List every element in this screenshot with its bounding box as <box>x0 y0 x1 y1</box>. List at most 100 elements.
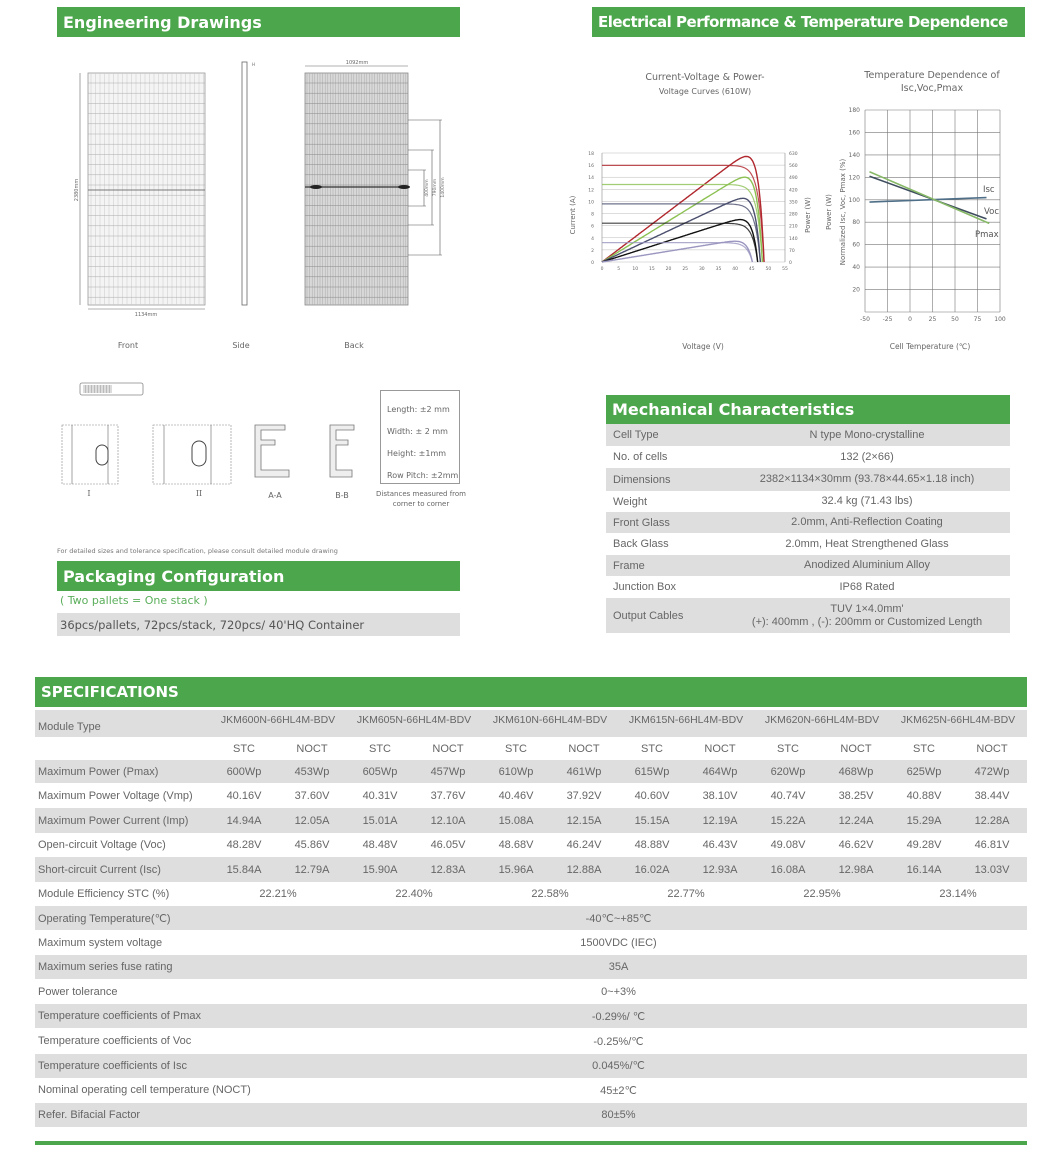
spec-value: 45±2℃ <box>600 1084 637 1097</box>
iv-x-tick-label: 10 <box>632 266 638 272</box>
mechanical-row-value-line: 32.4 kg (71.43 lbs) <box>821 495 913 507</box>
spec-value: 12.15A <box>566 814 602 827</box>
side-panel-drawing <box>241 61 248 306</box>
front-panel-drawing <box>87 72 206 306</box>
pv-curve <box>601 197 762 263</box>
mechanical-row-value-line: IP68 Rated <box>839 580 895 593</box>
spec-value: 12.24A <box>838 814 874 827</box>
mechanical-row: Cell Type N type Mono-crystalline <box>606 424 1010 446</box>
iv-y2-tick-label: 560 <box>789 163 798 169</box>
condition-noct: NOCT <box>568 742 600 755</box>
section-aa-caption: A-A <box>268 491 282 500</box>
frame-section-aa <box>254 424 290 478</box>
iv-x-tick-label: 20 <box>666 266 672 272</box>
spec-row: Open-circuit Voltage (Voc) 48.28V 45.86V 48… <box>35 833 1027 857</box>
spec-value: 38.10V <box>702 789 738 802</box>
spec-value: 453Wp <box>294 765 330 778</box>
mechanical-row-label: Output Cables <box>613 609 684 622</box>
iv-y2-tick-label: 490 <box>789 175 798 181</box>
efficiency-value: 22.95% <box>803 888 841 900</box>
temp-x-tick-label: -50 <box>860 316 870 323</box>
spec-value: 457Wp <box>430 765 466 778</box>
spec-value: 40.16V <box>226 789 262 802</box>
efficiency-row: Module Efficiency STC (%) 22.21% 22.40% 22.… <box>35 882 1027 906</box>
spec-value: 45.86V <box>294 839 330 851</box>
spec-value: 12.98A <box>838 863 874 876</box>
mechanical-row-value-line: (+): 400mm , (-): 200mm or Customized Le… <box>751 615 983 628</box>
mechanical-row-label: Front Glass <box>613 516 670 529</box>
spec-value: 605Wp <box>362 765 398 778</box>
spec-value: 48.68V <box>498 839 534 851</box>
spec-value: 0.045%/℃ <box>592 1060 645 1073</box>
spec-value: 625Wp <box>906 765 942 778</box>
mount-dimension-label: 1400mm <box>440 177 446 197</box>
iv-curve <box>602 203 761 263</box>
spec-value: 615Wp <box>634 765 670 778</box>
model-name: JKM605N-66HL4M-BDV <box>356 714 472 726</box>
spec-row: Maximum Power Current (Imp) 14.94A 12.05A 1… <box>35 808 1027 833</box>
spec-row: Temperature coefficients of Voc -0.25%/℃ <box>35 1029 1027 1053</box>
spec-row: Power tolerance 0~+3% <box>35 980 1027 1004</box>
temp-y-tick-label: 120 <box>849 174 861 181</box>
mounting-hole-i <box>95 444 109 466</box>
temp-y-tick-label: 80 <box>852 219 860 226</box>
temp-y-tick-label: 40 <box>852 264 860 271</box>
condition-stc: STC <box>369 742 391 755</box>
temp-series-label-voc: Voc <box>984 207 999 217</box>
spec-value: 46.05V <box>430 839 466 851</box>
side-view-caption: Side <box>232 341 250 350</box>
temp-x-tick-label: -25 <box>883 316 893 323</box>
spec-value: 12.19A <box>702 814 738 827</box>
model-name: JKM625N-66HL4M-BDV <box>900 714 1016 726</box>
spec-value: 15.15A <box>634 814 670 827</box>
spec-value: 464Wp <box>702 765 738 778</box>
spec-row-label: Temperature coefficients of Pmax <box>38 1010 202 1023</box>
spec-value: -0.29%/ ℃ <box>591 1010 646 1023</box>
iv-y2-tick-label: 210 <box>789 224 798 230</box>
spec-value: 472Wp <box>974 765 1010 778</box>
spec-value: 49.28V <box>906 839 942 851</box>
spec-row-label: Refer. Bifacial Factor <box>38 1108 141 1121</box>
iv-x-tick-label: 35 <box>716 266 722 272</box>
mount-dimension-label: 400mm <box>424 179 430 196</box>
drawing-footnote: For detailed sizes and tolerance specifi… <box>57 547 338 555</box>
iv-y-tick-label: 10 <box>588 199 594 205</box>
spec-row-label: Maximum Power Current (Imp) <box>38 814 189 827</box>
electrical-performance-header: Electrical Performance & Temperature Dep… <box>592 7 1025 37</box>
module-type-label: Module Type <box>38 720 101 733</box>
spec-row-label: Maximum system voltage <box>38 936 163 949</box>
mechanical-row: Back Glass 2.0mm, Heat Strengthened Glass <box>606 533 1010 555</box>
efficiency-value: 22.40% <box>395 888 433 900</box>
temp-x-tick-label: 50 <box>951 316 959 323</box>
front-width-dimension-label: 1134mm <box>135 312 158 318</box>
module-type-row: Module Type JKM600N-66HL4M-BDV JKM605N-66H… <box>35 710 1027 737</box>
efficiency-label: Module Efficiency STC (%) <box>38 888 170 900</box>
iv-y2-axis-label: Power (W) <box>804 197 812 233</box>
iv-y-tick-label: 6 <box>591 224 594 230</box>
condition-row: STC NOCT STC NOCT STC NOCT STC NOCT STC NOCT STC NO… <box>35 737 1027 760</box>
mechanical-row-value: IP68 Rated <box>724 581 1010 594</box>
spec-value: 12.88A <box>566 863 602 876</box>
spec-row-label: Short-circuit Current (Isc) <box>38 863 161 876</box>
spec-value: 40.31V <box>362 789 398 802</box>
spec-row-label: Power tolerance <box>38 985 118 998</box>
iv-y-tick-label: 18 <box>588 151 594 157</box>
mechanical-header: Mechanical Characteristics <box>606 395 1010 424</box>
temp-y-tick-label: 140 <box>849 152 861 159</box>
iv-curve <box>602 222 759 263</box>
mechanical-row-label: Junction Box <box>613 581 676 593</box>
condition-stc: STC <box>913 742 935 755</box>
spec-value: 37.76V <box>430 789 466 802</box>
temp-series-line-pmax <box>869 170 990 225</box>
temp-y-tick-label: 100 <box>849 197 861 204</box>
spec-value: 15.90A <box>362 863 398 876</box>
iv-y-tick-label: 12 <box>588 187 594 193</box>
iv-chart-title-line2: Voltage Curves (610W) <box>659 87 751 96</box>
mechanical-row-value-line: TUV 1×4.0mm' <box>830 602 904 615</box>
back-width-dimension-label: 1092mm <box>346 60 369 66</box>
condition-noct: NOCT <box>840 742 872 755</box>
iv-curve <box>602 164 765 263</box>
spec-value: 13.03V <box>974 863 1010 876</box>
spec-row-label: Temperature coefficients of Voc <box>38 1035 192 1047</box>
iv-y2-tick-label: 0 <box>789 260 792 266</box>
